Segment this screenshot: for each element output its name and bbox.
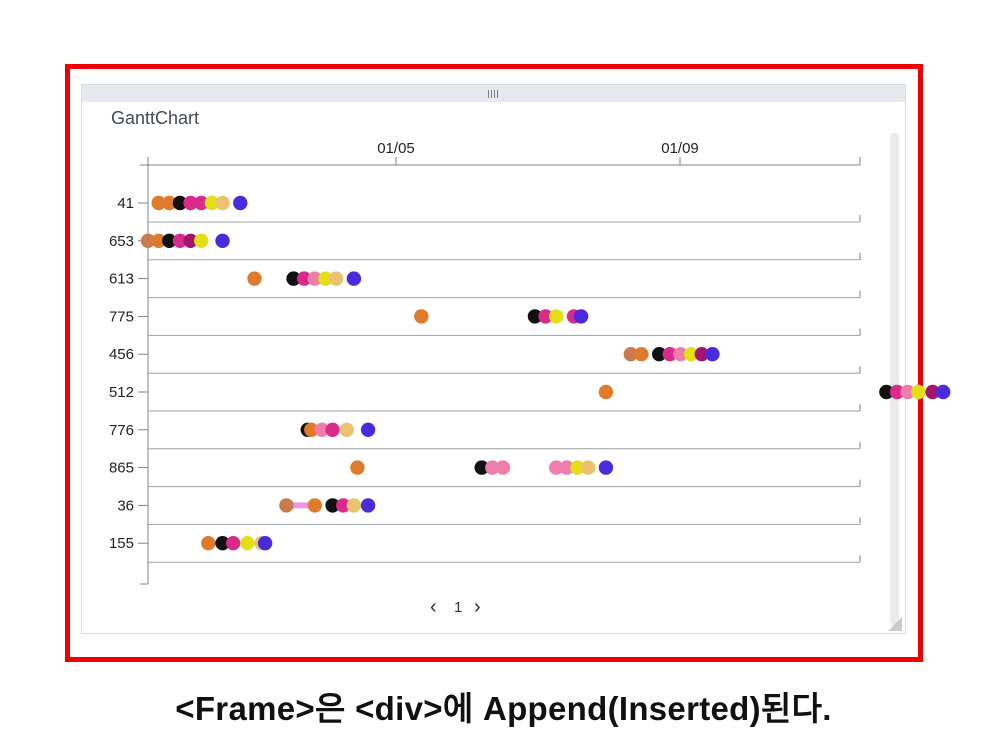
- prev-page-button[interactable]: ‹: [430, 596, 437, 618]
- task-dot: [559, 460, 575, 475]
- task-dot: [549, 460, 564, 475]
- row-label: 512: [109, 384, 134, 401]
- task-dot: [279, 498, 294, 513]
- highlight-frame: [65, 64, 923, 662]
- task-dot: [549, 309, 564, 324]
- task-dot: [240, 536, 255, 551]
- task-dot: [570, 460, 585, 475]
- task-dot: [314, 422, 330, 437]
- task-dot: [360, 498, 376, 513]
- task-dot: [325, 498, 340, 513]
- row-label: 653: [109, 233, 134, 250]
- slide-caption: <Frame>은 <div>에 Append(Inserted)된다.: [175, 690, 832, 727]
- task-dot: [573, 309, 589, 324]
- task-dot: [634, 347, 649, 362]
- task-dot: [350, 460, 365, 475]
- drag-grip-icon[interactable]: [488, 90, 500, 98]
- task-dot: [162, 195, 177, 211]
- task-dot: [652, 347, 667, 362]
- task-dot: [538, 309, 553, 324]
- task-dot: [495, 460, 511, 475]
- task-dot: [474, 460, 489, 475]
- task-dot: [925, 384, 940, 400]
- task-dot: [183, 233, 198, 248]
- task-dot: [598, 460, 614, 475]
- task-dot: [304, 422, 319, 437]
- task-dot: [662, 347, 678, 362]
- task-dot: [598, 384, 614, 400]
- task-dot: [673, 347, 688, 362]
- resize-handle-icon[interactable]: [888, 617, 902, 631]
- task-dot: [414, 309, 429, 324]
- x-tick-label: 01/09: [661, 140, 699, 157]
- task-dot: [172, 233, 188, 248]
- row-label: 41: [117, 195, 134, 212]
- task-dot: [183, 195, 198, 211]
- row-label: 36: [117, 497, 134, 514]
- task-dot: [900, 384, 915, 400]
- task-dot: [879, 384, 894, 400]
- task-dot: [307, 271, 323, 286]
- next-page-button[interactable]: ›: [474, 596, 481, 618]
- task-dot: [247, 271, 262, 286]
- task-dot: [485, 460, 500, 475]
- task-dot: [318, 271, 333, 286]
- row-label: 775: [109, 308, 134, 325]
- task-dot: [360, 422, 376, 437]
- row-label: 155: [109, 535, 134, 552]
- task-dot: [233, 195, 248, 211]
- task-dot: [194, 195, 209, 211]
- task-dot: [226, 536, 241, 551]
- current-page-number[interactable]: 1: [454, 599, 463, 616]
- task-dot: [336, 498, 351, 513]
- task-dot: [151, 195, 166, 211]
- task-dot: [162, 233, 177, 248]
- task-dot: [215, 536, 230, 551]
- task-dot: [215, 233, 230, 248]
- task-dot: [328, 271, 344, 286]
- task-dot: [172, 195, 188, 211]
- task-dot: [581, 460, 596, 475]
- task-dot: [705, 347, 720, 362]
- row-label: 865: [109, 460, 134, 477]
- task-dot: [325, 422, 340, 437]
- vertical-scrollbar[interactable]: [890, 133, 899, 625]
- task-dot: [151, 233, 166, 248]
- x-tick-label: 01/05: [377, 140, 415, 157]
- task-dot: [936, 384, 951, 400]
- task-dot: [204, 195, 220, 211]
- widget-drag-header[interactable]: [82, 85, 905, 102]
- task-dot: [140, 233, 156, 248]
- task-dot: [346, 498, 362, 513]
- row-label: 456: [109, 346, 134, 363]
- task-dot: [201, 536, 216, 551]
- task-dot: [889, 384, 905, 400]
- task-dot: [683, 347, 699, 362]
- task-dot: [694, 347, 709, 362]
- widget-title: GanttChart: [111, 108, 200, 128]
- task-bar: [286, 502, 315, 509]
- task-dot: [215, 195, 230, 211]
- task-dot: [257, 536, 273, 551]
- task-dot: [307, 498, 323, 513]
- row-label: 776: [109, 422, 134, 439]
- task-dot: [911, 384, 926, 400]
- task-dot: [286, 271, 301, 286]
- pager: ‹ 1 ›: [430, 596, 490, 621]
- task-dot: [527, 309, 543, 324]
- row-label: 613: [109, 271, 134, 288]
- task-dot: [194, 233, 209, 248]
- task-dot: [297, 271, 312, 286]
- task-dot: [339, 422, 354, 437]
- task-dot: [346, 271, 362, 286]
- task-dot: [623, 347, 638, 362]
